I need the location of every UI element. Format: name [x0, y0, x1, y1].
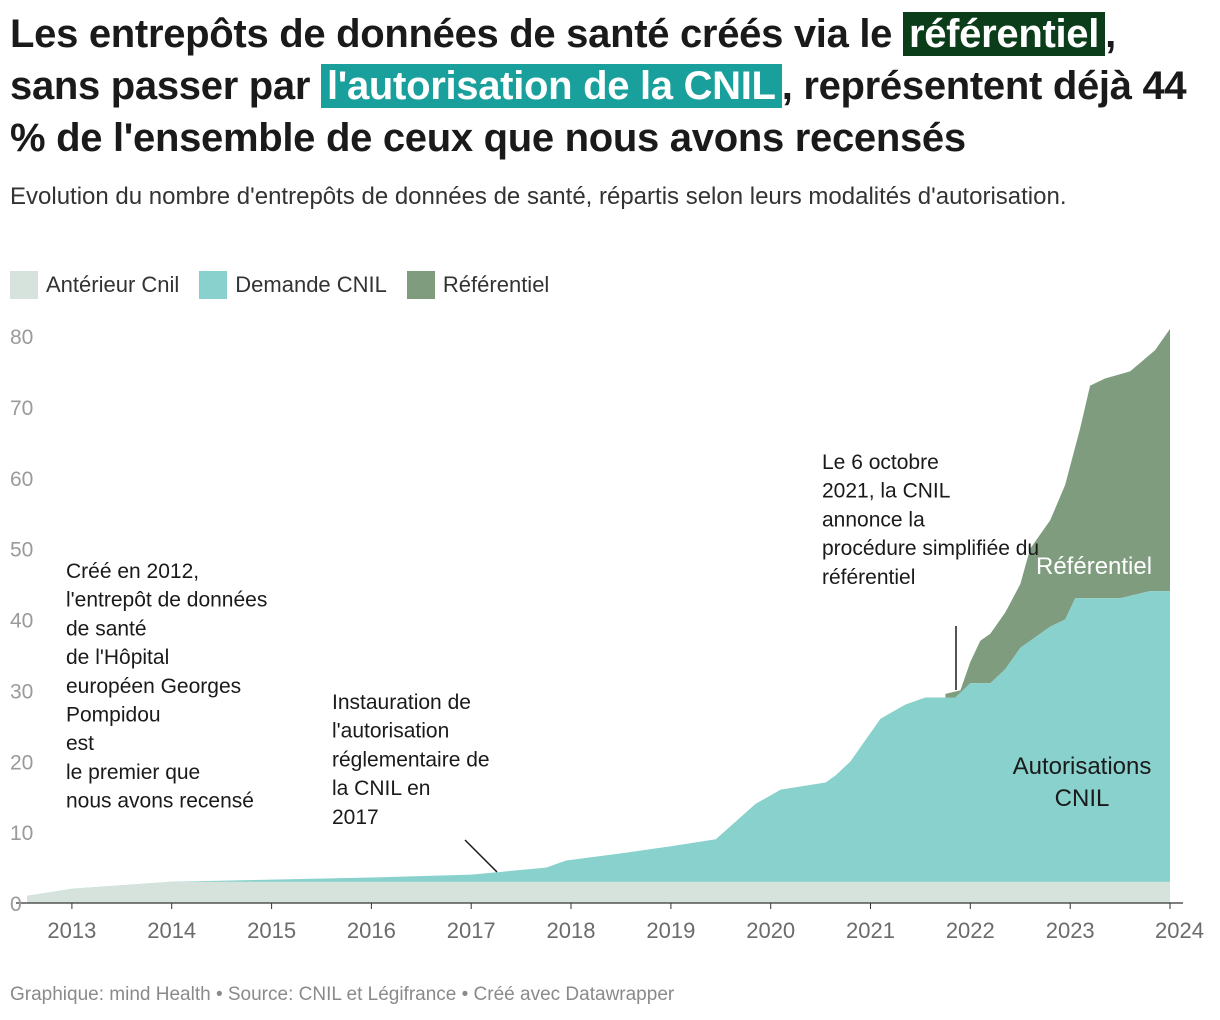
x-tick-label-2016: 2016 — [347, 918, 396, 943]
y-tick-label-50: 50 — [10, 539, 33, 562]
series-area-demande-cnil — [27, 591, 1170, 903]
legend-item-referentiel: Référentiel — [406, 271, 550, 299]
legend-label-referentiel: Référentiel — [442, 272, 550, 297]
annotation-cnil-2017: Instauration de l'autorisation réglementai… — [332, 691, 490, 829]
chart-subtitle: Evolution du nombre d'entrepôts de donné… — [10, 183, 1067, 210]
title-part-3: , représentent déjà 44 % de l'ensemble d… — [10, 64, 1187, 160]
x-tick-label-2024: 2024 — [1155, 918, 1204, 943]
area-chart: 0 10 20 30 40 50 60 70 80 2013 2014 2015 2016 2017 201… — [10, 326, 1204, 943]
annotation-hegp-2012: Créé en 2012, l'entrepôt de données de san… — [66, 560, 267, 813]
series-area-referentiel — [945, 328, 1170, 698]
x-tick-label-2014: 2014 — [147, 918, 196, 943]
x-tick-label-2015: 2015 — [247, 918, 296, 943]
x-tick-label-2020: 2020 — [746, 918, 795, 943]
y-tick-label-10: 10 — [10, 822, 33, 845]
legend-swatch-demande — [199, 271, 228, 299]
y-tick-label-40: 40 — [10, 610, 33, 633]
x-tick-label-2018: 2018 — [547, 918, 596, 943]
chart-title: Les entrepôts de données de santé créés … — [10, 8, 1210, 164]
legend-item-demande: Demande CNIL — [199, 271, 387, 299]
area-label-referentiel: Référentiel — [1036, 553, 1152, 580]
y-tick-label-60: 60 — [10, 468, 33, 491]
chart-legend: Antérieur Cnil Demande CNIL Référentiel — [10, 270, 569, 300]
title-highlight-referentiel: référentiel — [902, 12, 1106, 56]
chart-footer: Graphique: mind Health • Source: CNIL et… — [10, 984, 675, 1005]
y-tick-label-30: 30 — [10, 680, 33, 703]
x-tick-label-2021: 2021 — [846, 918, 895, 943]
y-tick-label-20: 20 — [10, 751, 33, 774]
title-part-2: , sans passer par — [10, 12, 1116, 108]
x-tick-label-2013: 2013 — [47, 918, 96, 943]
legend-label-demande: Demande CNIL — [235, 272, 387, 297]
annotation-referentiel-2021: Le 6 octobre 2021, la CNIL annonce la procé… — [822, 451, 1039, 589]
y-tick-label-80: 80 — [10, 326, 33, 349]
x-tick-label-2022: 2022 — [946, 918, 995, 943]
x-tick-label-2023: 2023 — [1046, 918, 1095, 943]
legend-swatch-anterieur — [10, 271, 38, 299]
annotation-connector-2017 — [464, 839, 498, 873]
x-tick-label-2019: 2019 — [646, 918, 695, 943]
title-highlight-cnil: l'autorisation de la CNIL — [320, 64, 782, 108]
area-label-autorisations-cnil: Autorisations CNIL — [1013, 753, 1152, 812]
title-part-1: Les entrepôts de données de santé créés … — [10, 12, 903, 56]
x-tick-label-2017: 2017 — [447, 918, 496, 943]
y-tick-label-70: 70 — [10, 397, 33, 420]
legend-label-anterieur: Antérieur Cnil — [46, 272, 180, 297]
y-tick-label-0: 0 — [10, 893, 22, 916]
legend-swatch-referentiel — [406, 271, 435, 299]
series-area-anterieur-cnil — [27, 881, 1170, 903]
legend-item-anterieur: Antérieur Cnil — [10, 271, 179, 299]
